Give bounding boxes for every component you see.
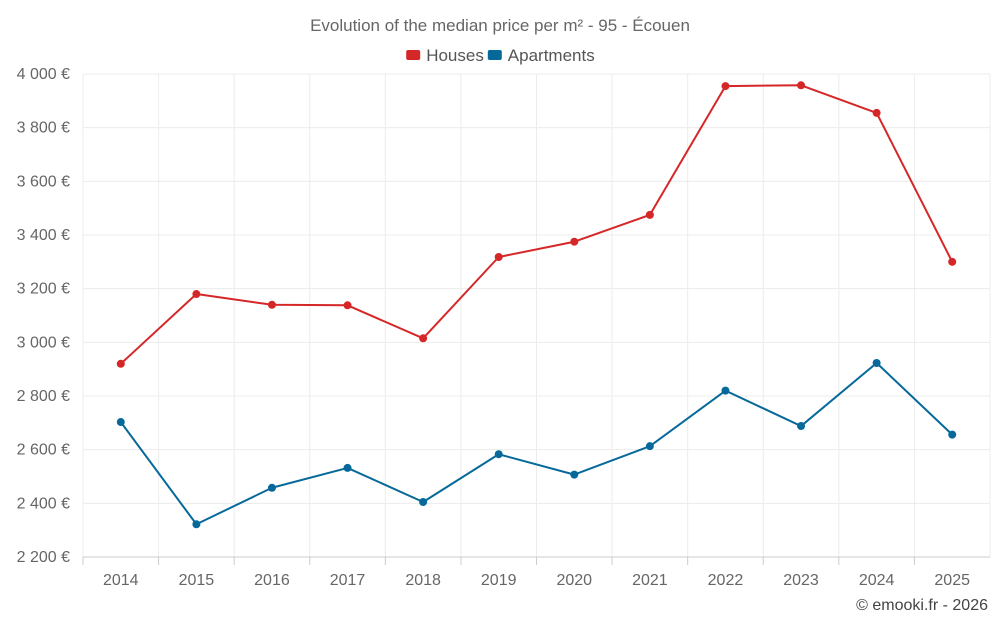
x-tick-label: 2022: [708, 572, 744, 589]
data-point-apartments: [116, 418, 125, 427]
data-point-apartments: [721, 386, 730, 395]
data-point-houses: [645, 210, 654, 219]
x-tick-label: 2025: [934, 572, 970, 589]
data-point-houses: [948, 257, 957, 266]
x-axis: 2014 2015 2016 2017 2018 2019 2020 2021 2022 2023…: [82, 556, 990, 589]
x-tick-label: 2019: [481, 572, 517, 589]
data-point-houses: [872, 108, 881, 117]
credit-text: © emooki.fr - 2026: [856, 597, 988, 614]
x-tick-label: 2023: [783, 572, 819, 589]
legend-swatch-apartments: [487, 50, 502, 60]
legend-label-apartments: Apartments: [508, 46, 595, 65]
data-point-apartments: [645, 442, 654, 451]
data-point-houses: [494, 253, 503, 262]
y-axis: 2 200 € 2 400 € 2 600 € 2 800 € 3 000 € 3 200…: [17, 66, 70, 566]
data-point-houses: [267, 300, 276, 309]
grid-lines: [82, 73, 991, 558]
y-tick-label: 3 600 €: [17, 173, 70, 190]
data-point-apartments: [494, 450, 503, 459]
data-point-apartments: [192, 520, 201, 529]
x-tick-label: 2020: [556, 572, 592, 589]
data-point-apartments: [872, 358, 881, 367]
data-point-houses: [419, 334, 428, 343]
data-point-houses: [570, 237, 579, 246]
series-group: [116, 81, 957, 529]
x-tick-label: 2016: [254, 572, 290, 589]
y-tick-label: 3 000 €: [17, 334, 70, 351]
data-point-houses: [192, 290, 201, 299]
data-point-houses: [343, 301, 352, 310]
x-tick-label: 2024: [859, 572, 895, 589]
x-tick-label: 2015: [179, 572, 215, 589]
x-tick-label: 2021: [632, 572, 668, 589]
data-point-apartments: [267, 483, 276, 492]
y-tick-label: 3 400 €: [17, 227, 70, 244]
data-point-houses: [797, 81, 806, 90]
data-point-houses: [721, 82, 730, 91]
y-tick-label: 4 000 €: [17, 66, 70, 83]
y-tick-label: 2 800 €: [17, 388, 70, 405]
chart-title: Evolution of the median price per m² - 9…: [310, 16, 690, 35]
data-point-apartments: [419, 497, 428, 506]
data-point-apartments: [797, 422, 806, 431]
y-tick-label: 2 600 €: [17, 442, 70, 459]
data-point-apartments: [948, 430, 957, 439]
y-tick-label: 2 200 €: [17, 549, 70, 566]
legend: Houses Apartments: [406, 46, 595, 65]
data-point-apartments: [570, 470, 579, 479]
y-tick-label: 3 200 €: [17, 281, 70, 298]
x-tick-label: 2017: [330, 572, 366, 589]
x-tick-label: 2014: [103, 572, 139, 589]
x-tick-label: 2018: [405, 572, 441, 589]
legend-label-houses: Houses: [426, 46, 484, 65]
legend-swatch-houses: [406, 50, 421, 60]
y-tick-label: 3 800 €: [17, 120, 70, 137]
data-point-apartments: [343, 463, 352, 472]
series-line-houses: [120, 84, 954, 365]
series-line-apartments: [119, 361, 953, 526]
y-tick-label: 2 400 €: [17, 495, 70, 512]
data-point-houses: [116, 359, 125, 368]
